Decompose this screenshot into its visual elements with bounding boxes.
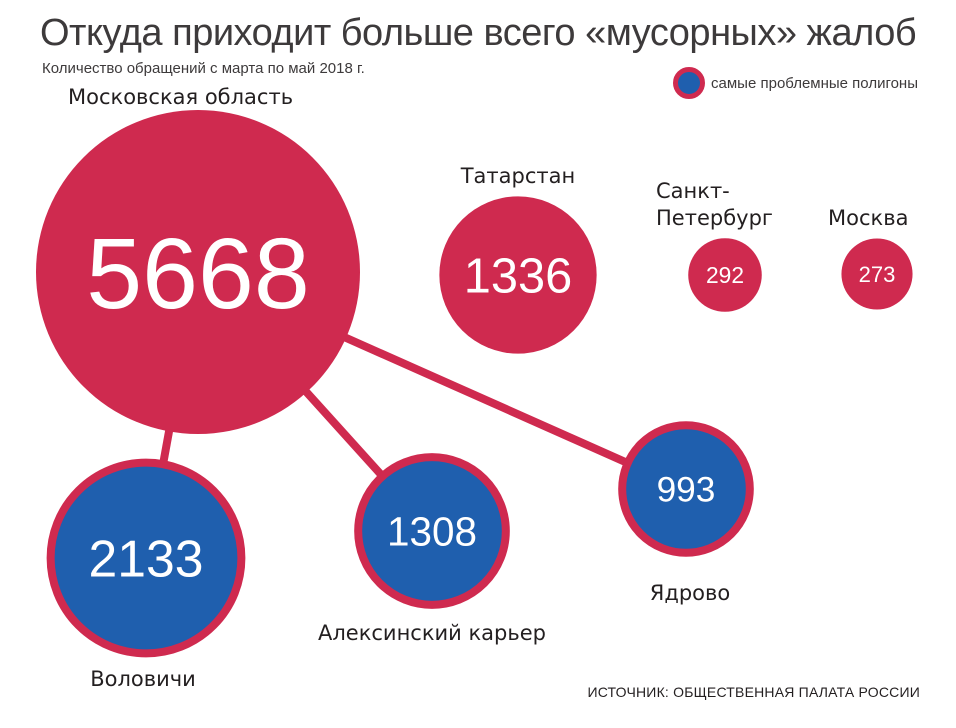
chart-subtitle: Количество обращений с марта по май 2018…: [42, 60, 365, 77]
bubble-татарстан: [439, 196, 597, 354]
bubble-label-алексинский-карьер: Алексинский карьер: [318, 621, 546, 645]
bubble-воловичи: [46, 458, 246, 658]
bubble-value-московская-область: 5668: [86, 218, 309, 330]
bubble-value-воловичи: 2133: [89, 530, 204, 588]
legend: самые проблемные полигоны: [673, 67, 918, 99]
legend-swatch: [673, 67, 706, 99]
bubble-алексинский-карьер: [354, 453, 510, 609]
bubble-label-московская-область: Московская область: [68, 85, 293, 109]
bubble-value-алексинский-карьер: 1308: [387, 509, 477, 555]
bubble-value-москва: 273: [859, 262, 896, 287]
source-note: ИСТОЧНИК: ОБЩЕСТВЕННАЯ ПАЛАТА РОССИИ: [587, 684, 920, 700]
bubble-value-санкт-петербург: 292: [706, 262, 744, 288]
bubble-value-татарстан: 1336: [464, 250, 572, 304]
bubble-санкт-петербург: [688, 238, 762, 312]
bubble-label-москва: Москва: [828, 206, 908, 230]
bubble-label-воловичи: Воловичи: [90, 667, 196, 691]
bubble-москва: [841, 238, 913, 310]
bubble-московская-область: [36, 110, 360, 434]
bubble-value-ядрово: 993: [657, 471, 716, 510]
bubble-label-санкт-петербург: Санкт-: [656, 179, 730, 203]
bubble-label-татарстан: Татарстан: [460, 164, 576, 188]
legend-label: самые проблемные полигоны: [711, 74, 918, 92]
bubble-ядрово: [618, 421, 754, 557]
chart-title: Откуда приходит больше всего «мусорных» …: [40, 12, 917, 54]
bubble-label-ядрово: Ядрово: [650, 581, 731, 605]
bubble-label-санкт-петербург: Петербург: [656, 206, 773, 230]
